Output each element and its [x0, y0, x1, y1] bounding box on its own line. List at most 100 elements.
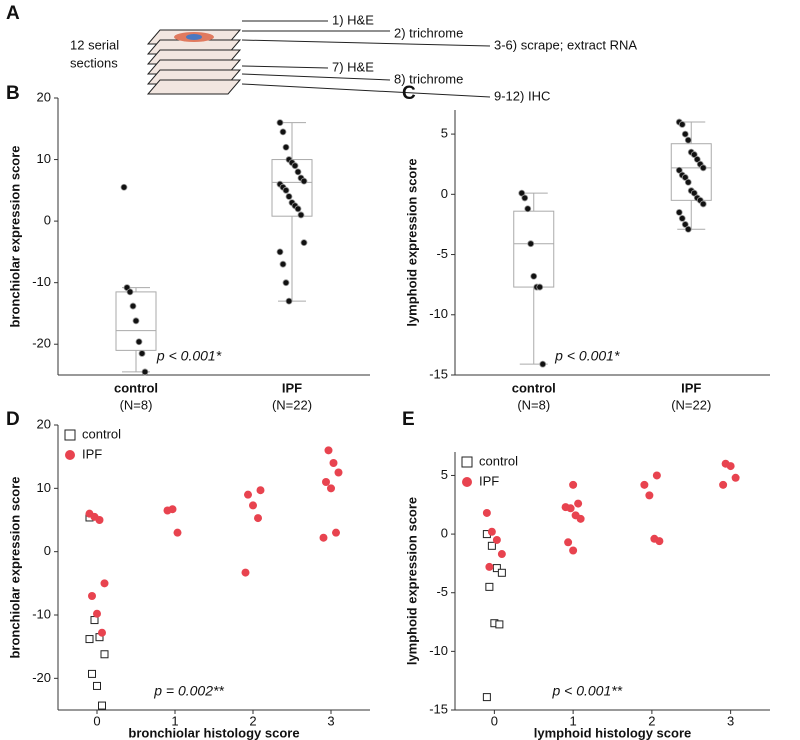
point	[681, 221, 689, 228]
step-label: 7) H&E	[332, 59, 374, 74]
x-axis-label: lymphoid histology score	[534, 725, 691, 740]
point	[487, 527, 496, 536]
point	[569, 546, 578, 555]
y-tick-label: 0	[44, 543, 51, 558]
y-tick-label: -10	[429, 306, 448, 321]
point	[655, 537, 664, 546]
y-tick-label: -15	[429, 701, 448, 716]
x-tick-label: 0	[491, 713, 498, 728]
step-label: 1) H&E	[332, 12, 374, 27]
point	[332, 528, 340, 537]
panel-label: D	[6, 409, 20, 430]
panel-a-diagram	[146, 20, 491, 98]
point	[675, 208, 683, 216]
point	[132, 317, 140, 325]
point	[279, 260, 287, 268]
point	[244, 490, 252, 499]
legend-label: control	[479, 453, 518, 468]
y-tick-label: -10	[429, 643, 448, 658]
step-label: 9-12) IHC	[494, 88, 550, 103]
point	[569, 480, 578, 489]
panel-label: E	[402, 409, 415, 430]
category-sublabel: (N=8)	[517, 397, 550, 412]
point	[300, 177, 308, 185]
x-tick-label: 1	[171, 713, 178, 728]
point	[319, 533, 328, 542]
point	[731, 473, 740, 482]
point	[282, 279, 290, 287]
point	[690, 151, 698, 158]
point	[524, 205, 532, 213]
point	[699, 200, 707, 208]
legend-marker	[64, 429, 76, 441]
y-tick-label: 20	[37, 89, 51, 104]
point	[254, 514, 262, 523]
y-tick-label: 0	[441, 186, 448, 201]
point	[487, 541, 496, 550]
point	[492, 564, 501, 573]
point	[536, 283, 544, 291]
point	[675, 166, 683, 174]
annotation: p < 0.001*	[554, 348, 620, 364]
x-tick-label: 0	[93, 713, 100, 728]
point	[684, 178, 692, 186]
point	[85, 635, 94, 644]
annotation: p < 0.001*	[156, 348, 222, 364]
legend-label: IPF	[479, 473, 499, 488]
point	[497, 568, 506, 577]
point	[684, 136, 692, 144]
point	[492, 535, 501, 544]
box	[271, 159, 313, 217]
point	[576, 514, 585, 523]
annotation: p < 0.001**	[551, 683, 622, 699]
point	[300, 239, 308, 247]
category-label: control	[512, 380, 556, 395]
point	[530, 272, 538, 280]
point	[276, 248, 284, 256]
y-axis-label: lymphoid expression score	[404, 158, 419, 326]
point	[100, 579, 109, 588]
point	[521, 194, 529, 202]
point	[93, 681, 101, 690]
category-label: IPF	[282, 380, 302, 395]
point	[684, 225, 692, 233]
y-tick-label: 5	[441, 126, 448, 141]
x-tick-label: 1	[570, 713, 577, 728]
category-sublabel: (N=8)	[120, 397, 153, 412]
point	[678, 121, 686, 128]
point	[690, 189, 698, 197]
y-tick-label: -15	[429, 366, 448, 381]
y-tick-label: 10	[37, 151, 51, 166]
y-tick-label: -10	[32, 274, 51, 289]
point	[285, 297, 293, 305]
y-axis-label: bronchiolar expression score	[7, 145, 22, 327]
legend-label: control	[82, 426, 121, 441]
x-tick-label: 2	[648, 713, 655, 728]
point	[256, 486, 265, 495]
y-tick-label: 10	[37, 480, 51, 495]
point	[279, 128, 287, 136]
point	[129, 302, 137, 310]
point	[482, 508, 491, 517]
point	[681, 174, 689, 181]
point	[88, 592, 96, 600]
x-tick-label: 2	[249, 713, 256, 728]
point	[564, 538, 573, 547]
point	[518, 189, 526, 197]
step-label: 2) trichrome	[394, 25, 463, 40]
point	[285, 193, 293, 200]
point	[322, 478, 330, 486]
y-tick-label: 0	[44, 213, 51, 228]
point	[334, 468, 343, 477]
point	[539, 360, 547, 368]
point	[574, 499, 583, 508]
point	[329, 459, 338, 467]
annotation: p = 0.002**	[153, 683, 224, 699]
point	[282, 143, 290, 151]
y-axis-label: lymphoid expression score	[404, 497, 419, 665]
panel-label: C	[402, 83, 416, 104]
point	[95, 516, 104, 524]
point	[327, 484, 335, 493]
point	[98, 628, 106, 637]
